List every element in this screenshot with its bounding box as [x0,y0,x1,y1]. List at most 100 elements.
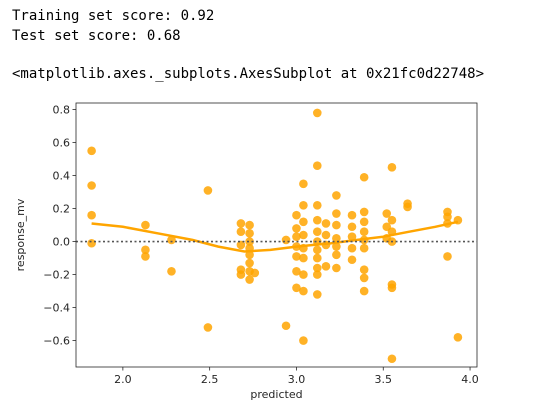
x-tick-label: 3.0 [288,373,306,386]
data-point [299,286,308,296]
data-point [359,243,369,253]
data-point [141,245,150,255]
data-point [443,212,452,222]
data-point [245,220,254,230]
data-point [292,283,301,293]
x-axis-label: predicted [250,388,302,401]
data-point [245,258,254,268]
data-point [203,186,213,195]
data-point [312,201,322,210]
data-point [359,227,369,236]
data-point [312,263,322,273]
axes-layer [75,102,478,368]
data-point [87,146,96,156]
data-point [312,161,322,170]
data-point [332,209,341,218]
data-point [332,250,341,260]
data-point [299,270,308,279]
data-point [359,207,369,217]
data-point [299,253,308,263]
data-point [236,227,246,236]
data-point [321,230,331,240]
x-tick-label: 4.0 [461,373,479,386]
data-point [359,286,369,296]
data-point [87,238,96,248]
data-point [347,222,357,232]
y-axis-label: response_mv [14,198,27,271]
data-point [292,267,301,276]
train-score-text: Training set score: 0.92 [12,8,215,24]
y-tick-label: 0.2 [53,203,71,216]
data-point [236,240,246,250]
data-point [321,262,331,271]
y-tick-label: −0.4 [43,302,70,315]
data-point [403,202,412,212]
data-point [332,242,341,251]
data-point [87,181,96,190]
data-point [299,230,308,240]
y-tick-label: 0.6 [53,137,71,150]
axes-frame [75,102,478,368]
data-point [312,108,322,118]
data-point [245,275,254,284]
data-point [347,255,357,265]
data-point [387,283,397,293]
data-point [387,163,397,172]
y-tick-label: −0.2 [43,269,70,282]
y-tick-label: 0.0 [53,236,71,249]
data-point [87,210,96,220]
data-point [347,243,357,253]
test-score-text: Test set score: 0.68 [12,28,181,44]
x-tick-label: 2.5 [201,373,219,386]
data-point [332,263,341,273]
data-point [292,224,301,233]
data-point [312,215,322,225]
data-point [167,235,176,245]
data-point [359,172,369,182]
data-point [387,215,397,225]
data-point [167,267,176,276]
data-point [236,270,246,279]
data-point [245,237,254,246]
points-layer [87,108,463,364]
data-point [312,227,322,236]
data-point [312,290,322,299]
data-point [281,321,291,331]
data-point [245,229,254,238]
trend-layer [91,220,459,253]
data-point [387,354,397,364]
data-point [245,250,254,260]
data-point [236,219,246,228]
data-point [299,179,308,189]
axes-repr-text: <matplotlib.axes._subplots.AxesSubplot a… [12,66,485,82]
trend-line [91,220,459,253]
x-tick-label: 2.0 [114,373,132,386]
data-point [359,273,369,283]
data-point [312,270,322,279]
data-point [292,210,301,220]
data-point [443,252,452,261]
data-point [299,336,308,345]
data-point [332,234,341,243]
data-point [382,209,392,218]
data-point [292,252,301,261]
y-tick-label: 0.8 [53,104,71,117]
data-point [359,217,369,227]
data-point [332,191,341,200]
data-point [321,219,331,228]
data-point [281,235,291,245]
x-tick-label: 3.5 [375,373,393,386]
data-point [347,232,357,241]
data-point [250,268,260,278]
data-point [299,217,308,227]
data-point [292,232,301,241]
data-point [347,210,357,220]
data-point [312,245,322,255]
data-point [299,201,308,210]
y-tick-label: 0.4 [53,170,71,183]
data-point [453,333,463,342]
data-point [141,220,150,230]
data-point [312,253,322,263]
data-point [141,252,150,261]
